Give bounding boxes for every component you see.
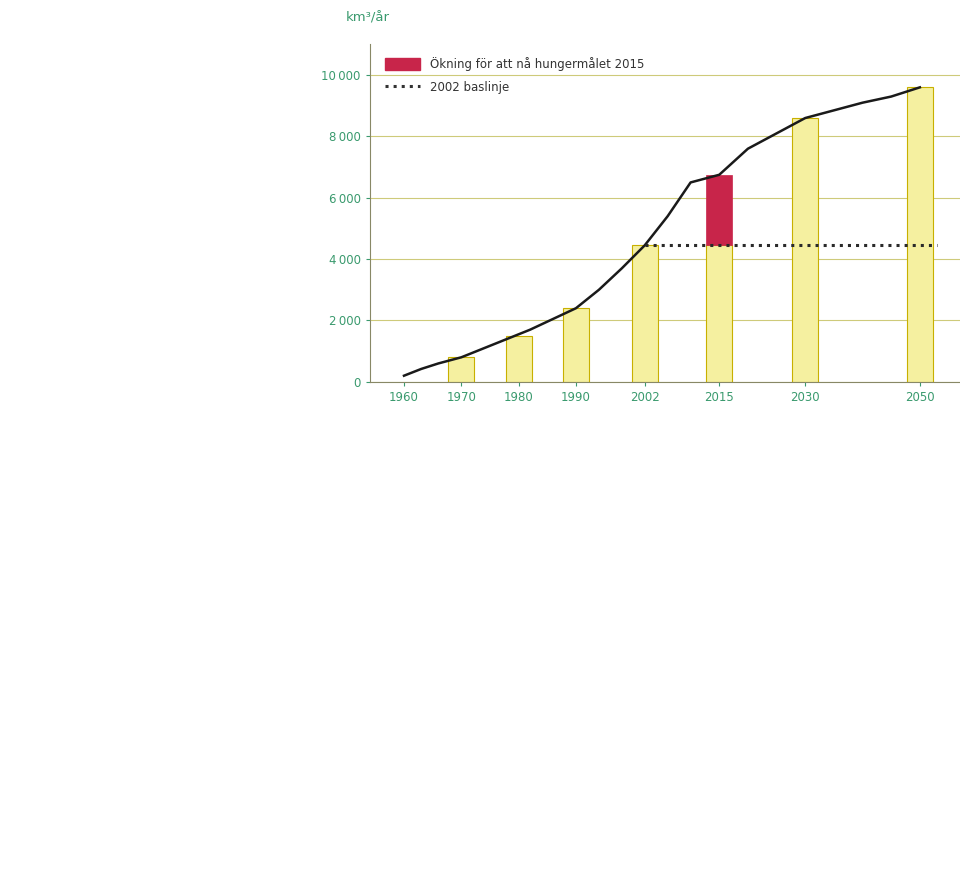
Bar	[564, 308, 588, 382]
Bar	[707, 175, 732, 245]
Bar	[792, 118, 818, 382]
Bar	[632, 245, 658, 382]
Bar	[448, 357, 474, 382]
Bar	[707, 245, 732, 382]
Bar	[907, 87, 933, 382]
Legend: Ökning för att nå hungermålet 2015, 2002 baslinje: Ökning för att nå hungermålet 2015, 2002…	[381, 53, 648, 97]
Bar	[506, 336, 532, 382]
Text: km³/år: km³/år	[346, 12, 390, 24]
